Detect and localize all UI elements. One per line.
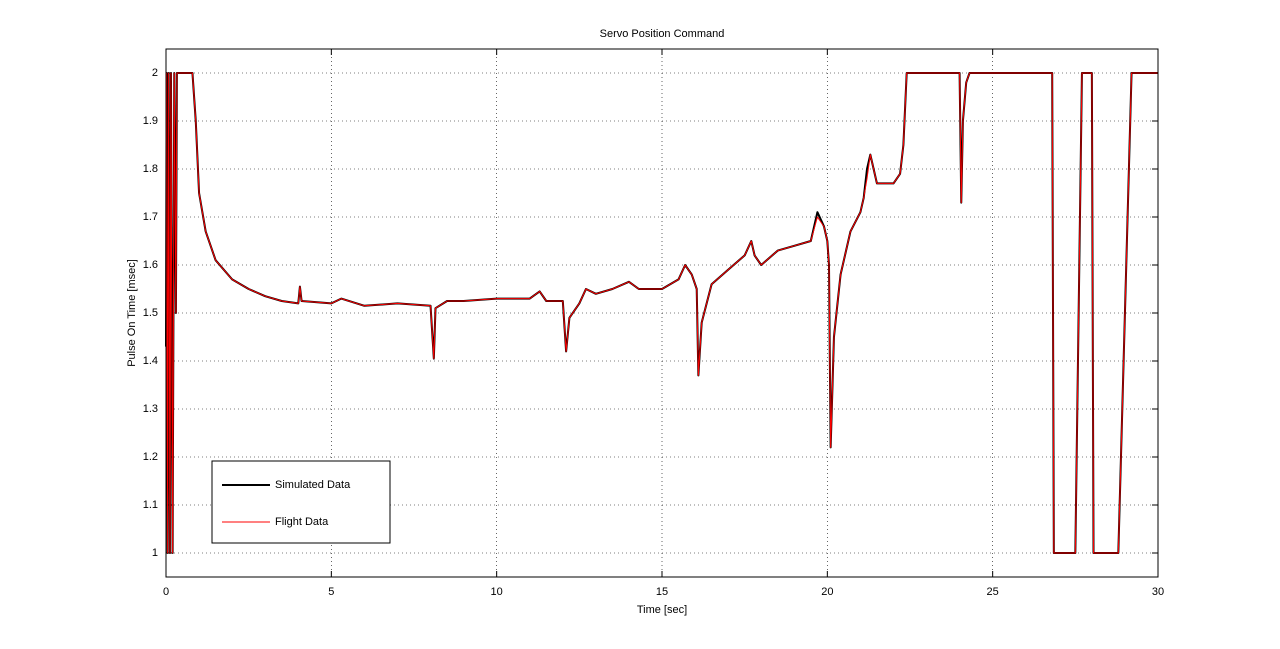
x-tick-label: 0 — [163, 586, 169, 598]
plot-frame — [165, 48, 1159, 578]
x-tick-label: 10 — [491, 586, 503, 598]
y-tick-label: 1.2 — [143, 451, 158, 463]
y-tick-label: 1.3 — [143, 403, 158, 415]
x-tick-label: 20 — [821, 586, 833, 598]
y-tick-label: 1.8 — [143, 163, 158, 175]
data-line — [165, 72, 1158, 554]
y-tick-label: 1.4 — [143, 355, 158, 367]
x-tick-label: 25 — [987, 586, 999, 598]
chart-title: Servo Position Command — [600, 28, 725, 40]
y-tick-label: 2 — [152, 67, 158, 79]
x-tick-label: 5 — [328, 586, 334, 598]
y-tick-label: 1.9 — [143, 115, 158, 127]
y-tick-label: 1.5 — [143, 307, 158, 319]
legend-label: Simulated Data — [275, 479, 351, 491]
y-tick-label: 1 — [152, 547, 158, 559]
x-tick-label: 15 — [656, 586, 668, 598]
legend-box — [211, 460, 391, 544]
y-tick-label: 1.6 — [143, 259, 158, 271]
y-tick-label: 1.1 — [143, 499, 158, 511]
x-tick-label: 30 — [1152, 586, 1164, 598]
y-tick-label: 1.7 — [143, 211, 158, 223]
legend-label: Flight Data — [275, 516, 329, 528]
x-axis-label: Time [sec] — [637, 604, 687, 616]
y-axis-label: Pulse On Time [msec] — [126, 259, 138, 367]
